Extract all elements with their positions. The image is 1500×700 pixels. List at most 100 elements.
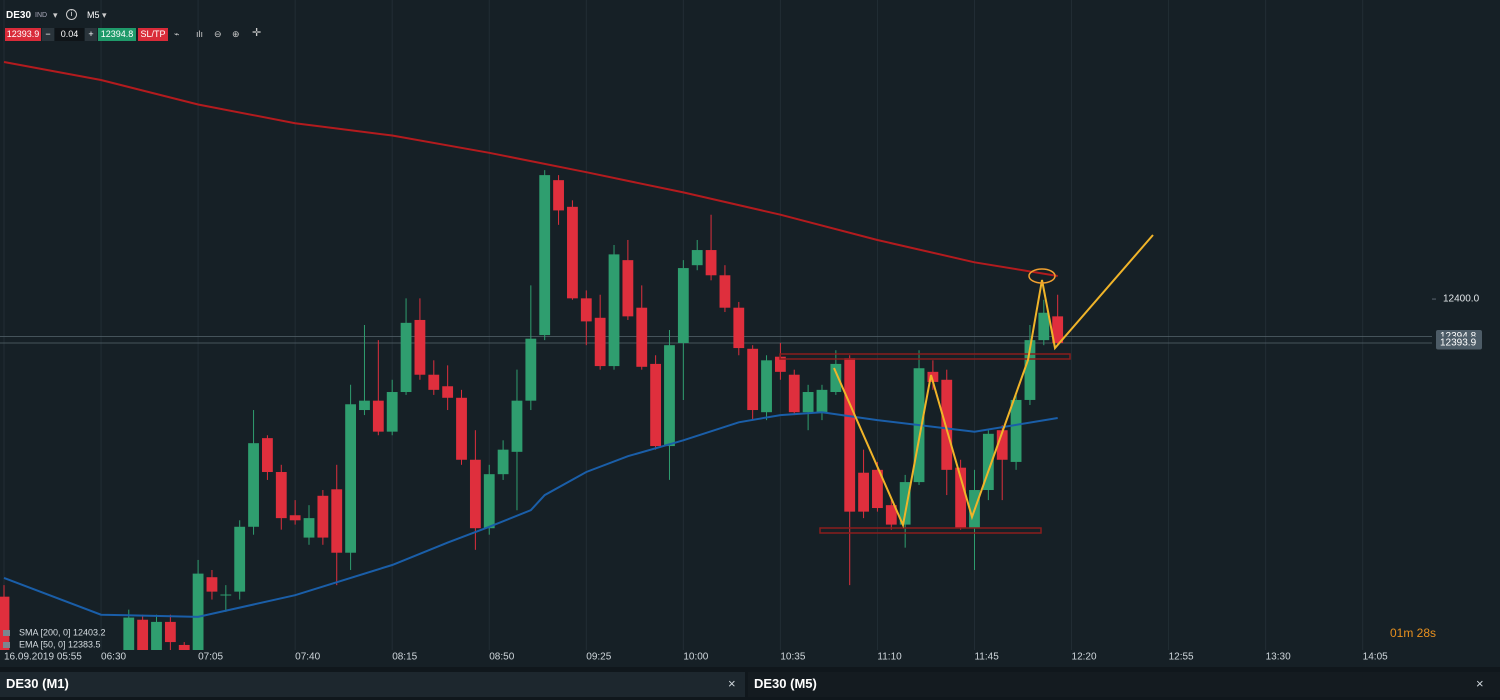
candle-body xyxy=(345,404,357,553)
candle-body xyxy=(955,467,967,529)
x-tick-label: 12:55 xyxy=(1169,652,1194,663)
candle-body xyxy=(303,518,315,538)
tab-close[interactable]: × xyxy=(728,676,736,691)
volume[interactable]: 0.04 xyxy=(55,28,84,41)
candle-body xyxy=(594,317,606,367)
candle-body xyxy=(608,254,620,367)
sell-button[interactable]: 12393.9 xyxy=(5,28,41,41)
tab-label[interactable]: DE30 (M1) xyxy=(6,676,69,691)
candle-body xyxy=(262,438,273,473)
candle-body xyxy=(206,577,218,592)
sltp-button[interactable]: SL/TP xyxy=(138,28,168,41)
candle-body xyxy=(788,374,800,413)
x-tick-label: 09:25 xyxy=(586,652,611,663)
candle-body xyxy=(483,474,495,529)
x-tick-label: 08:50 xyxy=(489,652,514,663)
volume-plus[interactable]: + xyxy=(85,28,97,41)
indicator-line xyxy=(3,61,1058,277)
price-label-bg xyxy=(1436,336,1482,350)
price-label: 12393.9 xyxy=(1440,338,1477,349)
candle-body xyxy=(1052,316,1064,344)
plot-area xyxy=(0,61,1064,650)
buy-button[interactable]: 12394.8 xyxy=(98,28,136,41)
candle-body xyxy=(400,322,412,393)
legend-icon xyxy=(3,642,10,648)
candle-body xyxy=(705,250,717,276)
candle-body xyxy=(539,175,551,336)
legend-icon xyxy=(3,630,10,636)
candle-body xyxy=(123,617,135,650)
candle-body xyxy=(151,621,162,650)
candle-body xyxy=(359,400,370,411)
legend-entry: EMA [50, 0] 12383.5 xyxy=(19,639,101,649)
candle-body xyxy=(622,260,634,317)
candle-body xyxy=(331,489,343,553)
candle-body xyxy=(469,459,481,529)
x-tick-label: 13:30 xyxy=(1266,652,1291,663)
x-tick-label: 16.09.2019 05:55 xyxy=(4,652,82,663)
candle-body xyxy=(525,338,537,401)
zigzag-drawing xyxy=(833,234,1154,529)
info-icon[interactable]: i xyxy=(66,9,77,20)
candle-body xyxy=(816,389,828,413)
candle-body xyxy=(289,515,301,521)
candle-body xyxy=(747,348,759,411)
candle-body xyxy=(858,472,869,512)
candle-body xyxy=(941,379,953,470)
candle-body xyxy=(719,275,731,308)
candle-body xyxy=(386,392,398,432)
candle-body xyxy=(664,345,675,447)
candle-body xyxy=(636,307,648,367)
axes: 16.09.2019 05:55 06:30 07:05 07:40 08:15 08:5… xyxy=(3,294,1482,663)
highlight-ellipse xyxy=(1028,268,1056,284)
x-tick-label: 11:10 xyxy=(877,652,902,663)
symbol[interactable]: DE30 xyxy=(6,10,32,21)
chart-type-icon[interactable]: ⌁ xyxy=(174,29,180,39)
x-tick-label: 10:00 xyxy=(683,652,708,663)
tab-m1-bg xyxy=(0,672,745,697)
candle-body xyxy=(192,573,204,650)
candle-body xyxy=(830,363,842,393)
candle-body xyxy=(497,449,509,475)
candle-body xyxy=(1038,312,1050,341)
timeframe-dropdown[interactable]: ▾ xyxy=(102,10,107,20)
candle-body xyxy=(982,433,994,491)
candle-body xyxy=(178,644,190,650)
candle-body xyxy=(234,526,246,592)
candle-body xyxy=(677,268,689,344)
zoom-in-icon[interactable]: ⊕ xyxy=(232,29,240,39)
candle-body xyxy=(774,356,786,372)
candle-body xyxy=(885,505,897,525)
candle-body xyxy=(996,430,1008,460)
indicators-icon[interactable]: ılı xyxy=(196,29,204,39)
candle-body xyxy=(511,400,523,452)
x-tick-label: 11:45 xyxy=(974,652,999,663)
candle-body xyxy=(275,472,287,519)
x-tick-label: 08:15 xyxy=(392,652,417,663)
candle-body xyxy=(442,386,454,398)
candle-body xyxy=(761,360,772,413)
symbol-dropdown[interactable]: ▾ xyxy=(53,10,58,20)
tab-label[interactable]: DE30 (M5) xyxy=(754,676,817,691)
crosshair-icon[interactable]: ✛ xyxy=(252,27,262,39)
candle-body xyxy=(137,619,149,650)
x-tick-label: 07:05 xyxy=(198,652,223,663)
resistance-zone xyxy=(779,353,1071,360)
candle-body xyxy=(248,443,259,527)
x-tick-label: 14:05 xyxy=(1363,652,1388,663)
candle-body xyxy=(1024,340,1036,400)
market: IND xyxy=(35,12,48,19)
timeframe[interactable]: M5 xyxy=(87,10,100,20)
volume-minus[interactable]: − xyxy=(42,28,54,41)
zoom-out-icon[interactable]: ⊖ xyxy=(214,29,222,39)
tab-m5-bg xyxy=(748,672,1500,697)
candle-body xyxy=(899,482,911,525)
bar-countdown: 01m 28s xyxy=(1390,626,1436,640)
tab-close[interactable]: × xyxy=(1476,676,1484,691)
drawings xyxy=(779,234,1154,534)
candle-body xyxy=(220,594,232,596)
legend-entry: SMA [200, 0] 12403.2 xyxy=(19,627,106,637)
x-tick-label: 12:20 xyxy=(1072,652,1097,663)
